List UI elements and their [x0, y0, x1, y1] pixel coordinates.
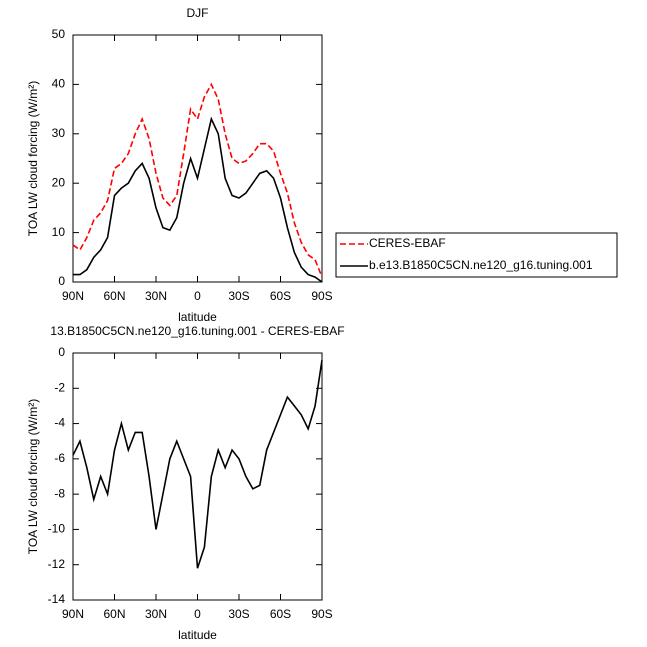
- x-tick-label: 30N: [145, 607, 167, 621]
- plot-frame: [72, 352, 323, 601]
- x-tick-label: 90N: [62, 607, 84, 621]
- y-tick-label: -14: [48, 592, 66, 606]
- data-line: [72, 82, 323, 278]
- y-tick-label: -4: [54, 416, 65, 430]
- x-tick-label: 30S: [228, 607, 249, 621]
- x-tick-label: 0: [194, 607, 201, 621]
- x-tick-label: 30N: [145, 289, 167, 303]
- y-tick-label: 20: [52, 175, 66, 189]
- x-axis-label: latitude: [178, 310, 217, 324]
- x-tick-label: 90N: [62, 289, 84, 303]
- y-tick-label: 10: [52, 225, 66, 239]
- data-line: [73, 116, 323, 283]
- x-tick-label: 60N: [103, 607, 125, 621]
- x-tick-label: 90S: [311, 607, 332, 621]
- x-axis-label: latitude: [178, 628, 217, 642]
- chart-title: 13.B1850C5CN.ne120_g16.tuning.001 - CERE…: [50, 324, 344, 338]
- y-tick-label: -12: [48, 557, 66, 571]
- y-tick-label: -6: [54, 451, 65, 465]
- x-tick-label: 60S: [270, 607, 291, 621]
- y-tick-label: -2: [54, 380, 65, 394]
- x-tick-label: 30S: [228, 289, 249, 303]
- y-tick-label: 50: [52, 27, 66, 41]
- x-tick-label: 90S: [311, 289, 332, 303]
- legend-label: b.e13.B1850C5CN.ne120_g16.tuning.001: [369, 258, 593, 272]
- x-tick-label: 0: [194, 289, 201, 303]
- y-tick-label: -8: [54, 486, 65, 500]
- y-tick-label: -10: [48, 522, 66, 536]
- y-axis-label: TOA LW cloud forcing (W/m²): [26, 399, 40, 555]
- plot-frame: [72, 34, 323, 283]
- chart-title: DJF: [187, 6, 209, 20]
- legend-box: [335, 232, 618, 278]
- x-tick-label: 60S: [270, 289, 291, 303]
- y-tick-label: 30: [52, 126, 66, 140]
- y-tick-label: 40: [52, 77, 66, 91]
- legend-label: CERES-EBAF: [369, 236, 446, 250]
- data-line: [72, 359, 323, 569]
- y-tick-label: 0: [58, 274, 65, 288]
- x-tick-label: 60N: [103, 289, 125, 303]
- y-axis-label: TOA LW cloud forcing (W/m²): [26, 81, 40, 237]
- y-tick-label: 0: [58, 345, 65, 359]
